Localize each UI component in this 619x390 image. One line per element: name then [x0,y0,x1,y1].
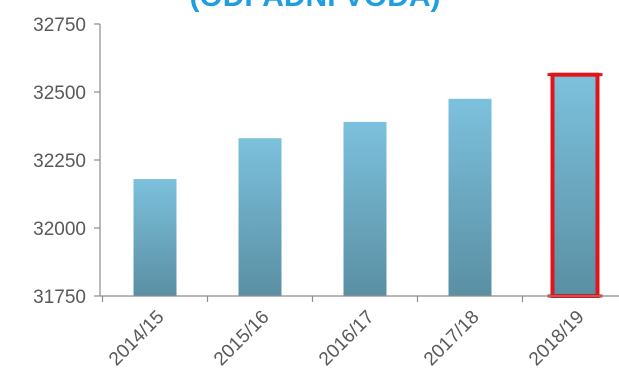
x-axis-ticks: 2014/15 2015/16 2016/17 2017/18 2018/19 [101,296,589,370]
x-tick-label: 2015/16 [210,307,273,370]
x-tick-label: 2017/18 [420,307,483,370]
y-tick-label: 32250 [33,151,86,172]
chart-title: (ODPADNÍ VODA) [189,0,440,13]
bar-2017-18 [448,98,492,296]
x-tick-label: 2018/19 [525,307,588,370]
bar-2015-16 [238,138,282,296]
y-tick-label: 31750 [33,287,86,308]
bar-2016-17 [343,121,387,296]
bars [133,72,603,299]
x-tick-label: 2016/17 [315,307,378,370]
y-axis-ticks: 31750 32000 32250 32500 32750 [33,15,100,308]
y-tick-label: 32750 [33,15,86,36]
y-tick-label: 32500 [33,83,86,104]
bar-2018-19 [553,75,597,297]
bar-2014-15 [133,179,177,296]
x-tick-label: 2014/15 [105,307,168,370]
y-tick-label: 32000 [33,219,86,240]
